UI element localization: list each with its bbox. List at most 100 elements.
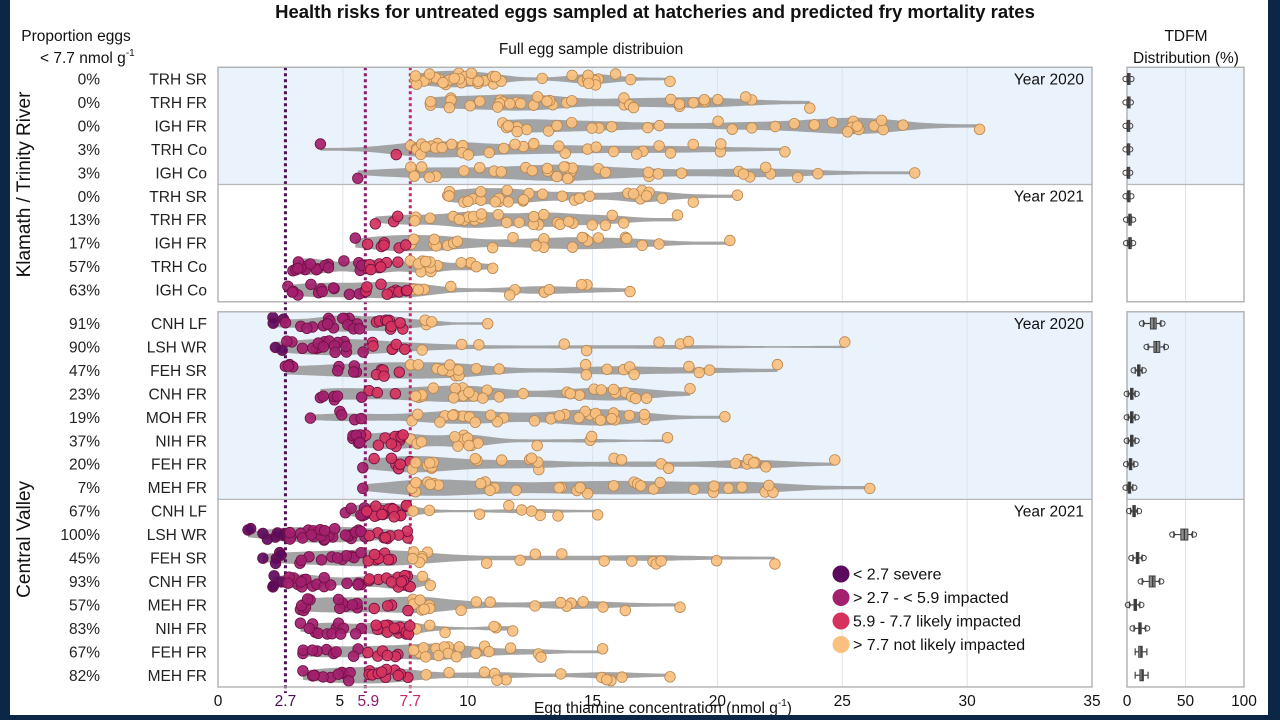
data-point [829, 454, 841, 466]
data-point [302, 593, 314, 605]
tdfm-boxplot [1129, 622, 1151, 635]
data-point [556, 548, 568, 560]
data-point [408, 170, 421, 182]
data-point [361, 505, 373, 518]
hatchery-run-label: IGH Co [155, 165, 207, 182]
data-point [493, 363, 505, 375]
data-point [566, 116, 578, 129]
data-point [349, 232, 362, 244]
tdfm-outlier [1122, 461, 1130, 468]
data-point [653, 336, 665, 348]
data-point [317, 341, 330, 353]
data-point [737, 168, 750, 180]
data-point [304, 412, 317, 424]
data-point [393, 366, 406, 378]
data-point [284, 526, 296, 539]
data-point [715, 138, 727, 150]
data-point [528, 415, 541, 427]
data-point [437, 76, 449, 89]
data-point [404, 620, 416, 632]
hatchery-run-label: FEH FR [151, 457, 207, 474]
tdfm-title-line1: TDFM [1164, 28, 1207, 45]
data-point [531, 91, 544, 103]
data-point [472, 75, 484, 88]
data-point [462, 149, 475, 161]
data-point [573, 412, 585, 424]
data-point [543, 284, 555, 296]
data-point [469, 453, 482, 465]
data-point [463, 439, 475, 452]
data-point [338, 255, 350, 267]
data-point [708, 480, 720, 492]
data-point [580, 369, 593, 381]
hatchery-run-label: LSH WR [147, 339, 207, 356]
tdfm-outlier [1123, 390, 1130, 397]
data-point [369, 218, 382, 230]
tdfm-tick-label: 100 [1231, 693, 1257, 710]
data-point [388, 511, 400, 523]
data-point [553, 140, 565, 152]
data-point [682, 335, 695, 348]
x-axis-label-close: ) [787, 700, 792, 715]
tdfm-outlier [1127, 122, 1134, 130]
tdfm-boxplot [1122, 73, 1135, 85]
data-point [445, 138, 458, 151]
svg-text:Egg thiamine concentration (nm: Egg thiamine concentration (nmol g-1) [534, 698, 792, 715]
data-point [382, 600, 394, 612]
tdfm-boxplot [1137, 575, 1165, 588]
data-point [475, 477, 487, 490]
legend-label: < 2.7 severe [853, 567, 942, 584]
data-point [687, 96, 700, 109]
tdfm-boxplot [1134, 669, 1149, 682]
data-point [376, 666, 388, 678]
data-point [577, 596, 589, 608]
data-point [416, 570, 429, 583]
data-point [597, 601, 609, 613]
data-point [282, 360, 295, 372]
data-point [731, 189, 744, 201]
data-point [624, 73, 637, 86]
tdfm-boxplot [1122, 213, 1137, 226]
data-point [566, 241, 579, 253]
x-tick-label: 25 [834, 693, 851, 710]
data-point [473, 339, 485, 351]
data-point [316, 285, 328, 298]
data-point [361, 281, 373, 293]
legend: < 2.7 severe > 2.7 - < 5.9 impacted 5.9 - … [832, 565, 1025, 654]
tdfm-outlier [1143, 343, 1150, 351]
data-point [401, 284, 413, 297]
data-point [504, 289, 516, 301]
data-point [362, 646, 374, 659]
data-point [586, 219, 598, 231]
data-point [346, 599, 359, 611]
data-point [329, 523, 341, 535]
data-point [449, 382, 462, 395]
data-point [453, 641, 466, 653]
tdfm-outlier [1123, 437, 1130, 444]
x-tick-label: 35 [1083, 693, 1100, 710]
tdfm-boxplot [1130, 364, 1147, 377]
data-point [336, 409, 348, 421]
hatchery-run-label: FEH SR [150, 363, 207, 380]
data-point [444, 359, 456, 371]
threshold-tick-label: 5.9 [358, 693, 380, 710]
data-point [485, 409, 497, 421]
data-point [368, 602, 380, 615]
data-point [729, 457, 742, 470]
legend-label: 5.9 - 7.7 likely impacted [853, 614, 1021, 631]
data-point [615, 454, 628, 466]
data-point [626, 555, 638, 567]
data-point [407, 505, 419, 517]
data-point [318, 572, 330, 584]
tdfm-outlier [1127, 99, 1134, 106]
data-point [483, 645, 495, 658]
data-point [624, 285, 636, 298]
data-point [575, 279, 588, 291]
legend-label: > 7.7 not likely impacted [853, 637, 1025, 654]
region-labels: Klamath / Trinity River Central Valley [14, 91, 35, 598]
data-point [381, 649, 394, 662]
data-point [451, 235, 464, 248]
tdfm-tick-label: 50 [1177, 693, 1195, 710]
data-point [345, 502, 357, 515]
data-point [419, 141, 432, 153]
